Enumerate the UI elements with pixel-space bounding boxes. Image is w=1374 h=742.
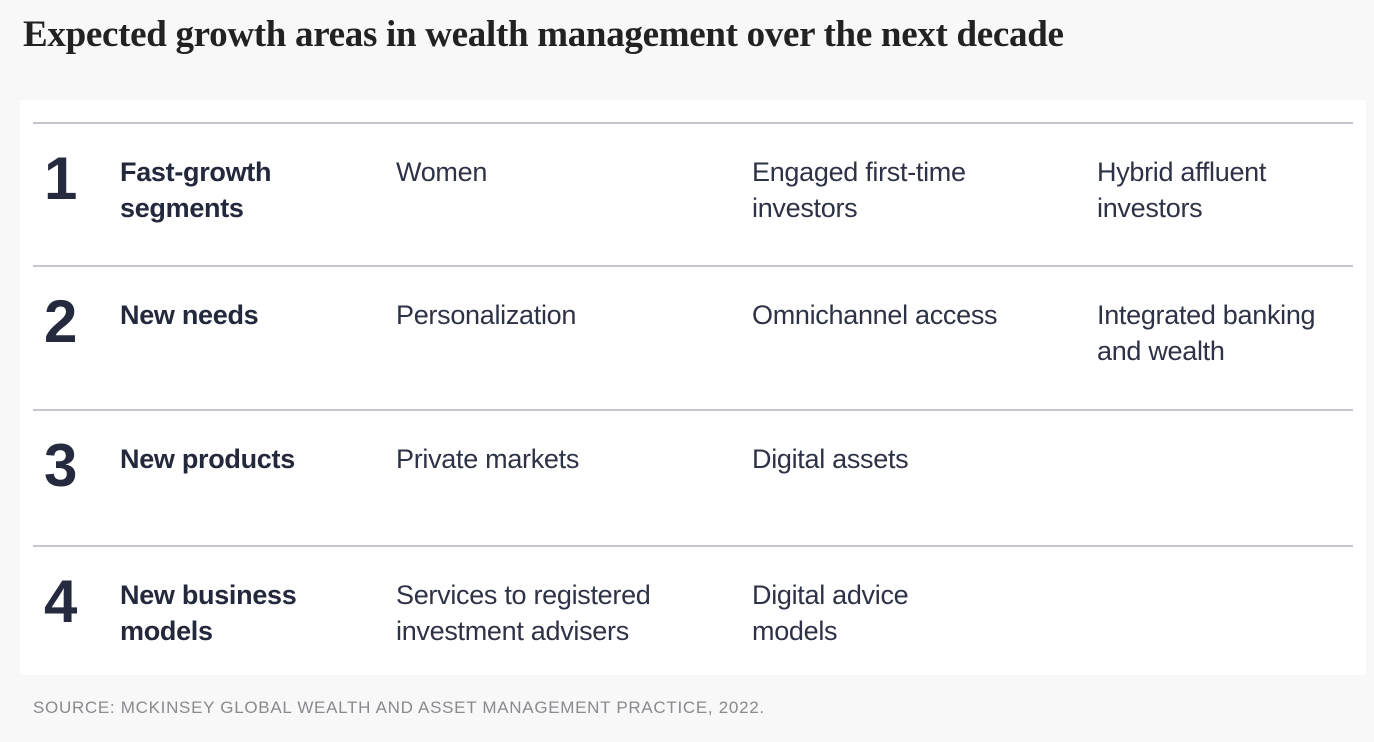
row-item-1: Services to registered investment advise… [396,580,651,646]
row-category: New needs [120,300,259,330]
exhibit-rows: 1 Fast-growth segments Women Engaged first-… [33,122,1353,675]
exhibit-card: 1 Fast-growth segments Women Engaged first-… [20,100,1366,675]
row-item-3: Integrated banking and wealth [1097,300,1316,366]
row-item-3: Hybrid affluent investors [1097,157,1267,223]
row-category: New products [120,444,295,474]
row-category: Fast-growth segments [120,157,272,223]
table-row: 3 New products Private markets Digital asse… [33,409,1353,545]
row-item-2: Omnichannel access [752,300,998,330]
page-title: Expected growth areas in wealth manageme… [23,14,1064,55]
row-category: New business models [120,580,297,646]
row-item-1: Private markets [396,444,580,474]
row-item-1: Personalization [396,300,577,330]
row-item-2: Engaged first-time investors [752,157,966,223]
table-row: 2 New needs Personalization Omnichannel acc… [33,265,1353,409]
row-number: 4 [44,568,77,635]
row-item-1: Women [396,157,488,187]
source-attribution: SOURCE: MCKINSEY GLOBAL WEALTH AND ASSET… [33,698,765,717]
row-number: 3 [44,432,77,499]
row-item-2: Digital advice models [752,580,909,646]
row-number: 2 [44,288,77,355]
table-row: 1 Fast-growth segments Women Engaged first-… [33,122,1353,265]
row-item-2: Digital assets [752,444,909,474]
table-row: 4 New business models Services to register… [33,545,1353,675]
row-number: 1 [44,145,77,212]
